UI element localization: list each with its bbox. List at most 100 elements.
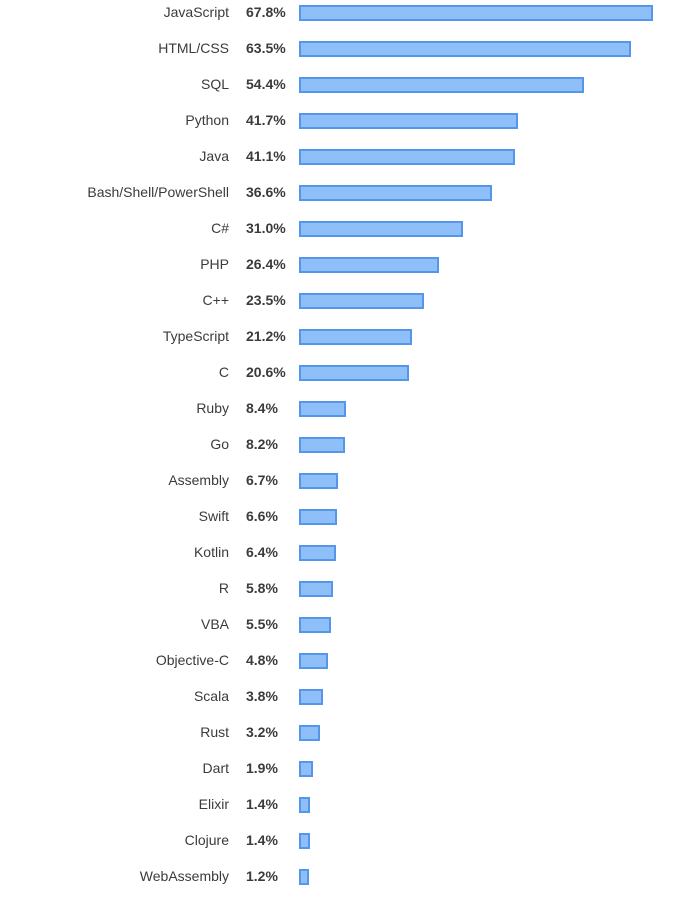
value-label: 41.1% bbox=[246, 148, 286, 164]
chart-row: WebAssembly 1.2% bbox=[0, 864, 683, 900]
chart-row: Python 41.7% bbox=[0, 108, 683, 144]
category-label: Dart bbox=[202, 760, 229, 776]
chart-row: JavaScript 67.8% bbox=[0, 0, 683, 36]
value-label: 8.4% bbox=[246, 400, 278, 416]
bar bbox=[299, 509, 337, 525]
bar bbox=[299, 221, 463, 237]
chart-row: C# 31.0% bbox=[0, 216, 683, 252]
chart-row: PHP 26.4% bbox=[0, 252, 683, 288]
value-label: 6.6% bbox=[246, 508, 278, 524]
value-label: 1.9% bbox=[246, 760, 278, 776]
chart-row: Bash/Shell/PowerShell 36.6% bbox=[0, 180, 683, 216]
bar bbox=[299, 761, 313, 777]
category-label: C++ bbox=[202, 292, 229, 308]
bar bbox=[299, 833, 310, 849]
category-label: R bbox=[218, 580, 229, 596]
category-label: Kotlin bbox=[193, 544, 229, 560]
bar bbox=[299, 653, 328, 669]
category-label: VBA bbox=[200, 616, 229, 632]
chart-row: Rust 3.2% bbox=[0, 720, 683, 756]
bar bbox=[299, 113, 518, 129]
chart-row: Ruby 8.4% bbox=[0, 396, 683, 432]
bar bbox=[299, 725, 320, 741]
bar bbox=[299, 5, 653, 21]
category-label: WebAssembly bbox=[139, 868, 229, 884]
bar bbox=[299, 185, 492, 201]
chart-row: Swift 6.6% bbox=[0, 504, 683, 540]
category-label: Java bbox=[199, 148, 229, 164]
bar bbox=[299, 869, 309, 885]
value-label: 1.4% bbox=[246, 832, 278, 848]
value-label: 5.5% bbox=[246, 616, 278, 632]
category-label: Clojure bbox=[184, 832, 229, 848]
category-label: Ruby bbox=[196, 400, 229, 416]
bar bbox=[299, 365, 409, 381]
category-label: HTML/CSS bbox=[158, 40, 229, 56]
value-label: 5.8% bbox=[246, 580, 278, 596]
category-label: Python bbox=[185, 112, 229, 128]
value-label: 23.5% bbox=[246, 292, 286, 308]
category-label: Swift bbox=[198, 508, 229, 524]
bar bbox=[299, 689, 323, 705]
value-label: 36.6% bbox=[246, 184, 286, 200]
bar bbox=[299, 617, 331, 633]
value-label: 1.4% bbox=[246, 796, 278, 812]
category-label: JavaScript bbox=[163, 4, 229, 20]
chart-row: HTML/CSS 63.5% bbox=[0, 36, 683, 72]
bar bbox=[299, 149, 515, 165]
value-label: 8.2% bbox=[246, 436, 278, 452]
chart-row: Elixir 1.4% bbox=[0, 792, 683, 828]
chart-row: R 5.8% bbox=[0, 576, 683, 612]
category-label: Bash/Shell/PowerShell bbox=[87, 184, 229, 200]
bar bbox=[299, 545, 336, 561]
chart-row: Kotlin 6.4% bbox=[0, 540, 683, 576]
value-label: 3.2% bbox=[246, 724, 278, 740]
bar bbox=[299, 797, 310, 813]
value-label: 21.2% bbox=[246, 328, 286, 344]
bar bbox=[299, 473, 338, 489]
bar bbox=[299, 581, 333, 597]
value-label: 6.4% bbox=[246, 544, 278, 560]
bar bbox=[299, 257, 439, 273]
category-label: Rust bbox=[200, 724, 229, 740]
chart-row: C 20.6% bbox=[0, 360, 683, 396]
category-label: C bbox=[218, 364, 229, 380]
category-label: Elixir bbox=[198, 796, 229, 812]
value-label: 54.4% bbox=[246, 76, 286, 92]
value-label: 31.0% bbox=[246, 220, 286, 236]
chart-row: Dart 1.9% bbox=[0, 756, 683, 792]
chart-row: TypeScript 21.2% bbox=[0, 324, 683, 360]
bar bbox=[299, 77, 584, 93]
category-label: Assembly bbox=[168, 472, 229, 488]
chart-row: Java 41.1% bbox=[0, 144, 683, 180]
category-label: PHP bbox=[200, 256, 229, 272]
chart-row: Assembly 6.7% bbox=[0, 468, 683, 504]
value-label: 63.5% bbox=[246, 40, 286, 56]
chart-row: VBA 5.5% bbox=[0, 612, 683, 648]
category-label: TypeScript bbox=[162, 328, 229, 344]
category-label: Objective-C bbox=[155, 652, 229, 668]
chart-row: Objective-C 4.8% bbox=[0, 648, 683, 684]
chart-row: Clojure 1.4% bbox=[0, 828, 683, 864]
value-label: 6.7% bbox=[246, 472, 278, 488]
value-label: 26.4% bbox=[246, 256, 286, 272]
category-label: Go bbox=[210, 436, 229, 452]
bar bbox=[299, 437, 345, 453]
value-label: 41.7% bbox=[246, 112, 286, 128]
chart-row: C++ 23.5% bbox=[0, 288, 683, 324]
bar bbox=[299, 41, 631, 57]
category-label: C# bbox=[211, 220, 229, 236]
bar bbox=[299, 293, 424, 309]
value-label: 67.8% bbox=[246, 4, 286, 20]
category-label: Scala bbox=[193, 688, 229, 704]
chart-row: Go 8.2% bbox=[0, 432, 683, 468]
bar bbox=[299, 401, 346, 417]
value-label: 20.6% bbox=[246, 364, 286, 380]
value-label: 4.8% bbox=[246, 652, 278, 668]
value-label: 1.2% bbox=[246, 868, 278, 884]
bar bbox=[299, 329, 412, 345]
chart-row: SQL 54.4% bbox=[0, 72, 683, 108]
chart-row: Scala 3.8% bbox=[0, 684, 683, 720]
category-label: SQL bbox=[200, 76, 229, 92]
